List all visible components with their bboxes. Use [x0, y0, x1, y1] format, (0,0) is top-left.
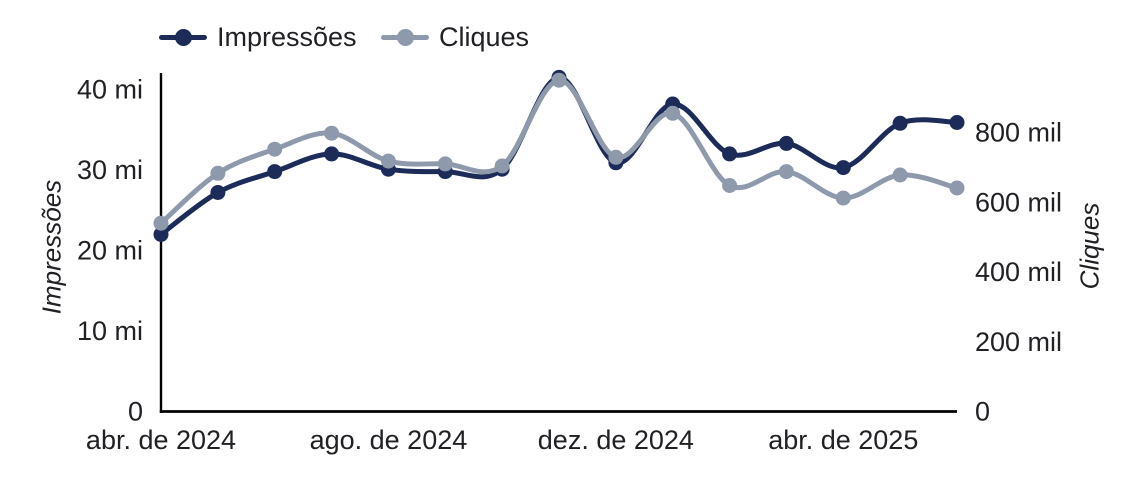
y-axis-title-impressoes: Impressões [36, 179, 67, 315]
data-point-impressoes-0[interactable] [153, 226, 169, 242]
y-tick-label-left: 30 mi [77, 155, 143, 185]
y-tick-label-right: 400 mil [975, 257, 1062, 287]
series-line-cliques [158, 77, 960, 226]
y-tick-label-right: 600 mil [975, 187, 1062, 217]
data-point-cliques-6[interactable] [494, 158, 510, 174]
data-point-impressoes-2[interactable] [267, 164, 283, 180]
data-point-cliques-4[interactable] [380, 153, 396, 169]
data-point-cliques-0[interactable] [153, 215, 169, 231]
legend-marker-impressoes-icon [159, 29, 207, 46]
series-line-impressoes [158, 74, 960, 237]
data-point-cliques-1[interactable] [210, 165, 226, 181]
data-point-impressoes-14[interactable] [949, 115, 965, 130]
data-point-cliques-9[interactable] [665, 105, 681, 121]
y-tick-label-right: 800 mil [975, 118, 1062, 148]
y-tick-label-right: 200 mil [975, 327, 1062, 357]
data-point-cliques-12[interactable] [835, 190, 851, 206]
legend-label-impressoes: Impressões [217, 22, 357, 52]
y-tick-label-left: 10 mi [77, 316, 143, 346]
data-point-cliques-5[interactable] [437, 156, 453, 172]
y-tick-label-right: 0 [975, 397, 990, 427]
data-point-cliques-10[interactable] [722, 178, 738, 193]
data-point-impressoes-13[interactable] [892, 115, 908, 131]
y-tick-label-left: 0 [128, 397, 143, 427]
data-point-impressoes-1[interactable] [210, 185, 226, 200]
data-point-cliques-8[interactable] [608, 149, 624, 165]
y-tick-label-left: 20 mi [77, 236, 143, 266]
legend-marker-cliques-icon [381, 29, 429, 46]
y-tick-label-left: 40 mi [77, 75, 143, 105]
data-point-cliques-13[interactable] [892, 167, 908, 183]
data-point-impressoes-10[interactable] [722, 146, 738, 162]
data-point-cliques-14[interactable] [949, 180, 965, 196]
data-point-impressoes-11[interactable] [778, 135, 794, 151]
data-point-cliques-2[interactable] [267, 141, 283, 157]
data-point-cliques-3[interactable] [324, 125, 340, 141]
data-point-cliques-11[interactable] [778, 164, 794, 180]
legend-label-cliques: Cliques [439, 22, 530, 52]
x-tick-label: abr. de 2025 [768, 425, 918, 455]
x-tick-label: dez. de 2024 [538, 425, 694, 455]
data-point-cliques-7[interactable] [551, 72, 567, 88]
legend-item-impressoes[interactable]: Impressões [159, 22, 357, 52]
legend-item-cliques[interactable]: Cliques [381, 22, 529, 52]
x-tick-label: abr. de 2024 [86, 425, 236, 455]
y-axis-title-cliques: Cliques [1074, 202, 1105, 290]
legend-dot-impressoes [174, 29, 192, 46]
data-point-impressoes-3[interactable] [324, 146, 340, 162]
x-tick-label: ago. de 2024 [310, 425, 468, 455]
legend-dot-cliques [396, 29, 414, 46]
data-point-impressoes-12[interactable] [835, 160, 851, 176]
